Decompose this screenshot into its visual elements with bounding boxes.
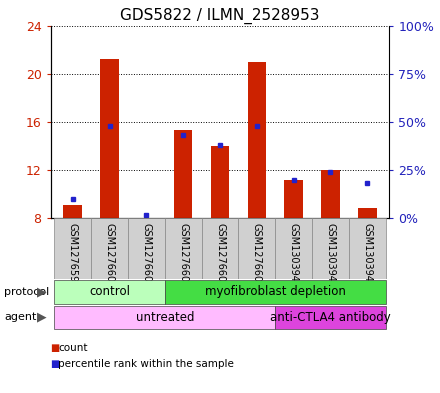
Text: untreated: untreated — [136, 311, 194, 324]
Text: count: count — [58, 343, 88, 353]
Text: GSM1276601: GSM1276601 — [141, 223, 151, 288]
Text: percentile rank within the sample: percentile rank within the sample — [58, 358, 234, 369]
FancyBboxPatch shape — [54, 218, 91, 279]
Text: ■: ■ — [51, 358, 60, 369]
FancyBboxPatch shape — [54, 306, 275, 329]
FancyBboxPatch shape — [54, 280, 165, 303]
Text: myofibroblast depletion: myofibroblast depletion — [205, 285, 346, 298]
Text: ▶: ▶ — [37, 311, 46, 324]
FancyBboxPatch shape — [128, 218, 165, 279]
FancyBboxPatch shape — [238, 218, 275, 279]
Text: agent: agent — [4, 312, 37, 322]
FancyBboxPatch shape — [312, 218, 349, 279]
Text: anti-CTLA4 antibody: anti-CTLA4 antibody — [270, 311, 391, 324]
Text: GSM1276599: GSM1276599 — [68, 223, 78, 288]
Bar — [100, 59, 119, 218]
Bar — [248, 62, 266, 218]
FancyBboxPatch shape — [91, 218, 128, 279]
FancyBboxPatch shape — [165, 218, 202, 279]
Bar — [358, 208, 377, 218]
Bar — [174, 130, 192, 218]
FancyBboxPatch shape — [202, 218, 238, 279]
Bar — [137, 217, 156, 218]
Text: GSM1276603: GSM1276603 — [215, 223, 225, 288]
Text: GSM1303940: GSM1303940 — [289, 223, 299, 288]
Text: GSM1276600: GSM1276600 — [105, 223, 114, 288]
Text: GSM1303942: GSM1303942 — [362, 223, 372, 288]
Bar — [284, 180, 303, 218]
Text: control: control — [89, 285, 130, 298]
Text: GSM1303941: GSM1303941 — [326, 223, 335, 288]
FancyBboxPatch shape — [275, 306, 386, 329]
Text: protocol: protocol — [4, 287, 50, 297]
FancyBboxPatch shape — [165, 280, 386, 303]
Text: GSM1276604: GSM1276604 — [252, 223, 262, 288]
FancyBboxPatch shape — [349, 218, 386, 279]
Bar — [63, 205, 82, 218]
Title: GDS5822 / ILMN_2528953: GDS5822 / ILMN_2528953 — [120, 8, 320, 24]
Bar — [321, 170, 340, 218]
Text: ■: ■ — [51, 343, 60, 353]
FancyBboxPatch shape — [275, 218, 312, 279]
Text: GSM1276602: GSM1276602 — [178, 223, 188, 288]
Text: ▶: ▶ — [37, 285, 46, 298]
Bar — [211, 146, 229, 218]
